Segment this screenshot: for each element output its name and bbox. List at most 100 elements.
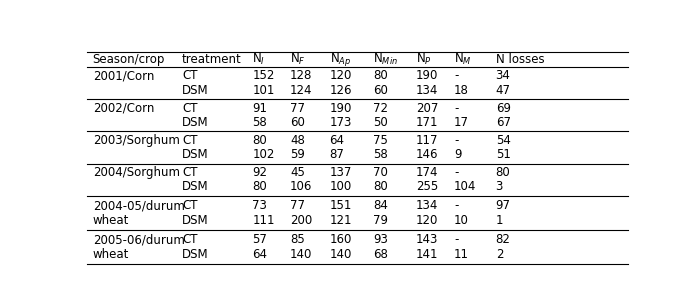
Text: 146: 146 [416,148,438,161]
Text: 137: 137 [329,166,352,179]
Text: 77: 77 [290,102,305,115]
Text: N$_P$: N$_P$ [416,52,432,67]
Text: wheat: wheat [93,248,129,261]
Text: 85: 85 [290,233,305,246]
Text: 207: 207 [416,102,438,115]
Text: CT: CT [182,69,198,83]
Text: 45: 45 [290,166,305,179]
Text: 2: 2 [496,248,503,261]
Text: 82: 82 [496,233,510,246]
Text: 2001/Corn: 2001/Corn [93,69,154,83]
Text: 18: 18 [454,84,469,97]
Text: 160: 160 [329,233,352,246]
Text: CT: CT [182,166,198,179]
Text: 70: 70 [373,166,388,179]
Text: 64: 64 [329,134,345,147]
Text: 102: 102 [252,148,274,161]
Text: 11: 11 [454,248,469,261]
Text: -: - [454,134,459,147]
Text: 190: 190 [329,102,352,115]
Text: 2003/Sorghum: 2003/Sorghum [93,134,179,147]
Text: 60: 60 [290,116,305,129]
Text: 120: 120 [416,214,438,227]
Text: 141: 141 [416,248,438,261]
Text: 100: 100 [329,180,352,193]
Text: -: - [454,102,459,115]
Text: 91: 91 [252,102,267,115]
Text: -: - [454,199,459,212]
Text: -: - [454,233,459,246]
Text: 3: 3 [496,180,503,193]
Text: 34: 34 [496,69,510,83]
Text: CT: CT [182,199,198,212]
Text: 57: 57 [252,233,267,246]
Text: 58: 58 [252,116,267,129]
Text: 84: 84 [373,199,388,212]
Text: 2004-05/durum: 2004-05/durum [93,199,184,212]
Text: 140: 140 [329,248,352,261]
Text: 73: 73 [252,199,267,212]
Text: DSM: DSM [182,180,209,193]
Text: -: - [454,166,459,179]
Text: 68: 68 [373,248,388,261]
Text: 143: 143 [416,233,438,246]
Text: 80: 80 [373,180,387,193]
Text: DSM: DSM [182,84,209,97]
Text: CT: CT [182,134,198,147]
Text: 17: 17 [454,116,469,129]
Text: treatment: treatment [182,53,242,66]
Text: 80: 80 [252,180,267,193]
Text: 72: 72 [373,102,388,115]
Text: DSM: DSM [182,116,209,129]
Text: 2004/Sorghum: 2004/Sorghum [93,166,179,179]
Text: 48: 48 [290,134,305,147]
Text: DSM: DSM [182,214,209,227]
Text: 106: 106 [290,180,313,193]
Text: 128: 128 [290,69,313,83]
Text: 200: 200 [290,214,313,227]
Text: 97: 97 [496,199,511,212]
Text: 1: 1 [496,214,503,227]
Text: 69: 69 [496,102,511,115]
Text: DSM: DSM [182,148,209,161]
Text: 174: 174 [416,166,438,179]
Text: N$_F$: N$_F$ [290,52,306,67]
Text: 121: 121 [329,214,352,227]
Text: 80: 80 [252,134,267,147]
Text: 54: 54 [496,134,510,147]
Text: 134: 134 [416,199,438,212]
Text: CT: CT [182,233,198,246]
Text: 58: 58 [373,148,387,161]
Text: 64: 64 [252,248,267,261]
Text: N losses: N losses [496,53,544,66]
Text: 51: 51 [496,148,510,161]
Text: 2005-06/durum: 2005-06/durum [93,233,184,246]
Text: 77: 77 [290,199,305,212]
Text: 124: 124 [290,84,313,97]
Text: 101: 101 [252,84,274,97]
Text: 190: 190 [416,69,438,83]
Text: 93: 93 [373,233,388,246]
Text: 151: 151 [329,199,352,212]
Text: N$_I$: N$_I$ [252,52,265,67]
Text: 87: 87 [329,148,345,161]
Text: 126: 126 [329,84,352,97]
Text: 173: 173 [329,116,352,129]
Text: 2002/Corn: 2002/Corn [93,102,154,115]
Text: 104: 104 [454,180,477,193]
Text: 47: 47 [496,84,511,97]
Text: 50: 50 [373,116,387,129]
Text: 67: 67 [496,116,511,129]
Text: 134: 134 [416,84,438,97]
Text: 75: 75 [373,134,388,147]
Text: 120: 120 [329,69,352,83]
Text: 79: 79 [373,214,388,227]
Text: 80: 80 [373,69,387,83]
Text: 255: 255 [416,180,438,193]
Text: N$_M$: N$_M$ [454,52,472,67]
Text: 10: 10 [454,214,469,227]
Text: N$_{Min}$: N$_{Min}$ [373,52,398,67]
Text: CT: CT [182,102,198,115]
Text: 9: 9 [454,148,461,161]
Text: 59: 59 [290,148,305,161]
